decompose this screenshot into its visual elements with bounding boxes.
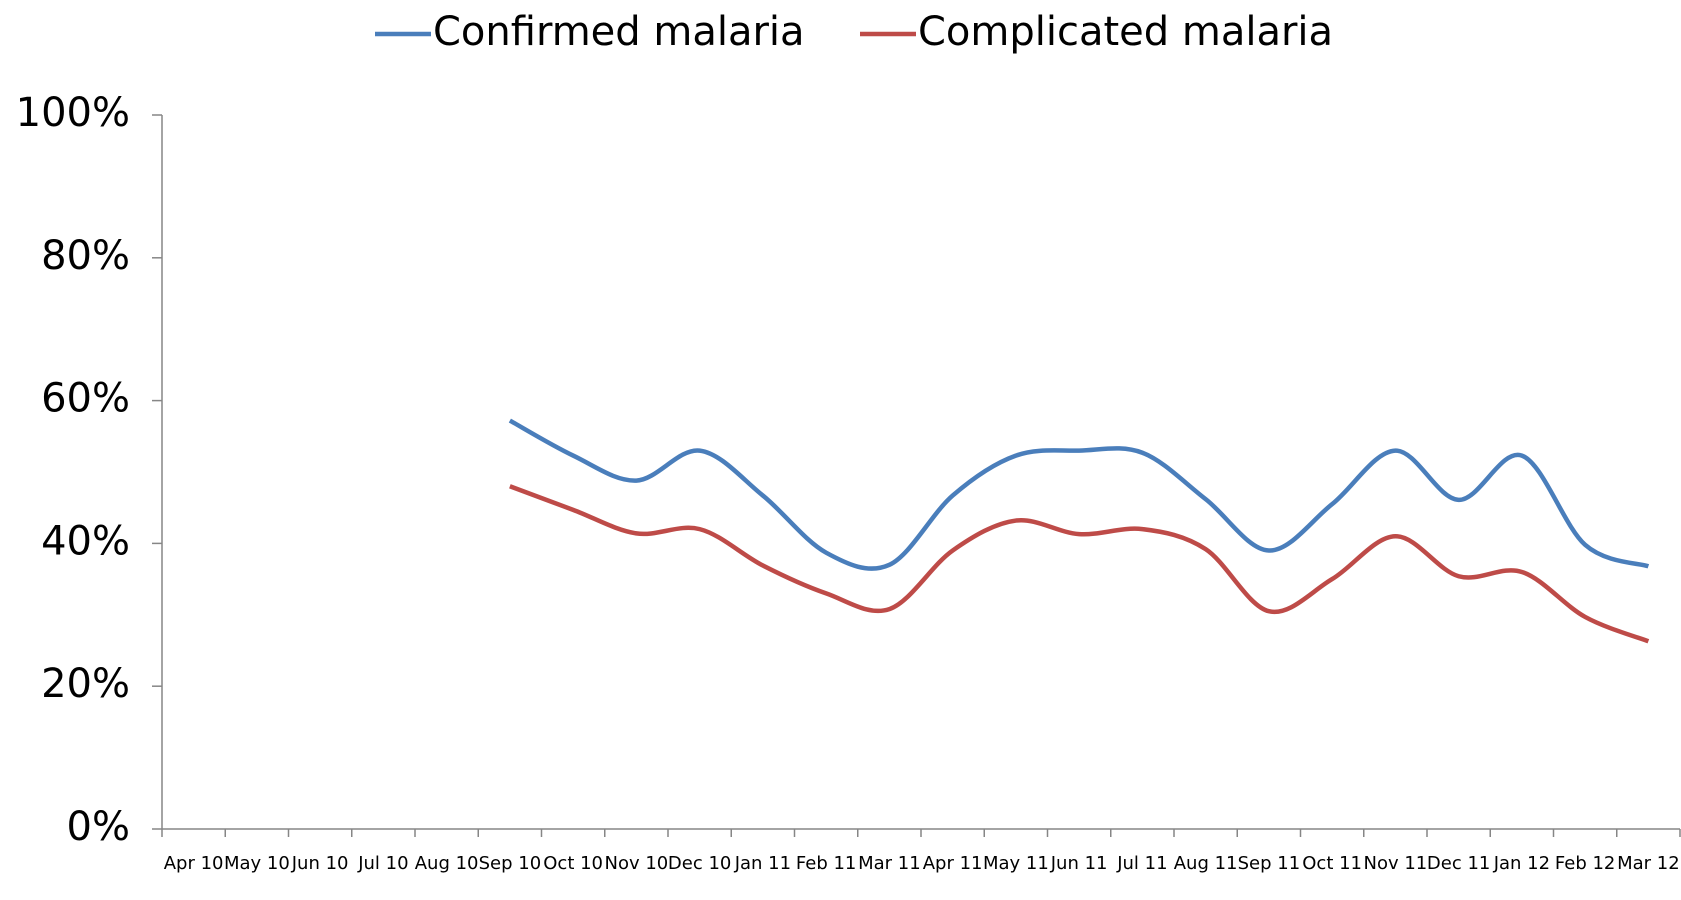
x-tick-label: Dec 11 [1427,853,1490,874]
x-tick-label: Apr 10 [164,853,224,874]
legend-label: Confirmed malaria [433,9,805,55]
x-tick-label: May 10 [224,853,290,874]
x-tick-label: Dec 10 [668,853,731,874]
x-tick-label: Jul 11 [1116,853,1167,874]
x-tick-label: Oct 10 [543,853,603,874]
legend-label: Complicated malaria [918,9,1333,55]
x-tick-label: May 11 [983,853,1049,874]
y-tick-label: 20% [41,661,130,707]
x-tick-label: Nov 11 [1363,853,1427,874]
series-line [508,418,1650,571]
x-tick-label: Sep 10 [479,853,542,874]
x-tick-label: Jul 10 [357,853,408,874]
x-tick-label: Feb 12 [1555,853,1616,874]
x-tick-label: Jun 11 [1050,853,1108,874]
series-line [509,484,1650,644]
y-tick-label: 60% [41,376,130,422]
x-tick-label: Apr 11 [923,853,983,874]
x-tick-label: Aug 10 [415,853,479,874]
y-tick-label: 100% [16,90,130,136]
x-tick-label: Aug 11 [1174,853,1238,874]
y-tick-label: 0% [67,804,130,850]
x-tick-label: Mar 11 [858,853,921,874]
x-tick-label: Feb 11 [796,853,857,874]
x-tick-label: Nov 10 [604,853,668,874]
x-tick-label: Oct 11 [1302,853,1362,874]
y-tick-label: 40% [41,518,130,564]
y-tick-label: 80% [41,233,130,279]
x-tick-label: Jan 11 [734,853,791,874]
x-tick-label: Jan 12 [1493,853,1550,874]
x-tick-label: Sep 11 [1238,853,1301,874]
x-tick-label: Jun 10 [291,853,349,874]
x-tick-label: Mar 12 [1617,853,1680,874]
